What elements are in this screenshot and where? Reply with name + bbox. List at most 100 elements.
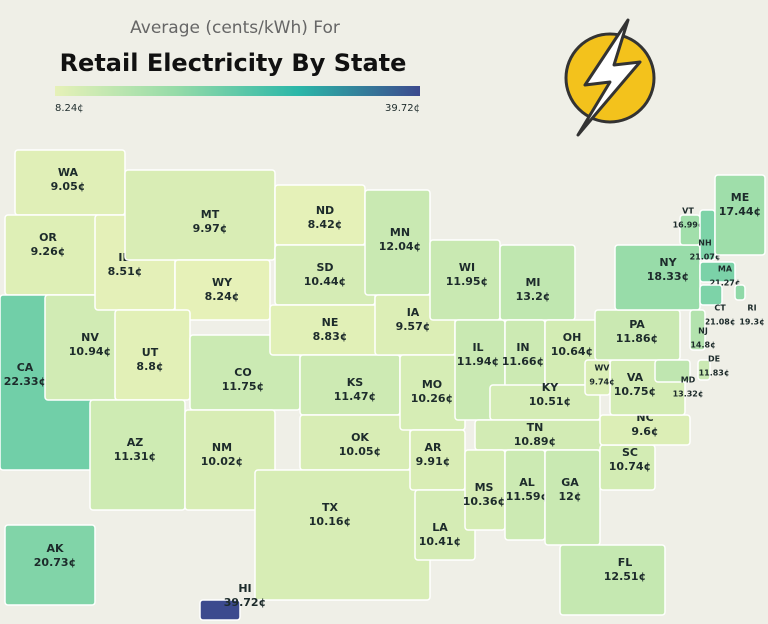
- state-code: HI: [238, 582, 251, 595]
- state-code: MS: [475, 481, 494, 494]
- state-code: CT: [714, 304, 726, 313]
- legend-bar: [55, 86, 420, 96]
- state-value: 13.2¢: [516, 290, 551, 303]
- state-value: 8.51¢: [108, 265, 143, 278]
- state-code: NY: [659, 256, 677, 269]
- state-code: MN: [390, 226, 410, 239]
- state-value: 9.74¢: [589, 378, 614, 387]
- state-value: 17.44¢: [719, 205, 761, 218]
- state-value: 9.97¢: [193, 222, 228, 235]
- state-code: GA: [561, 476, 579, 489]
- state-code: MT: [201, 208, 220, 221]
- state-code: KS: [347, 376, 364, 389]
- state-shape: [734, 284, 746, 301]
- state-value: 9.6¢: [631, 425, 658, 438]
- state-code: OR: [39, 231, 57, 244]
- state-code: OH: [563, 331, 582, 344]
- state-code: WI: [459, 261, 475, 274]
- state-shape: [714, 174, 766, 256]
- state-code: TX: [322, 501, 339, 514]
- state-value: 20.73¢: [34, 556, 76, 569]
- state-value: 8.8¢: [136, 360, 163, 373]
- state-value: 10.75¢: [614, 385, 656, 398]
- state-code: IA: [407, 306, 420, 319]
- state-shape: [689, 309, 706, 351]
- state-code: MA: [718, 265, 733, 274]
- state-value: 10.89¢: [514, 435, 556, 448]
- state-value: 9.91¢: [416, 455, 451, 468]
- state-value: 10.41¢: [419, 535, 461, 548]
- state-value: 10.64¢: [551, 345, 593, 358]
- state-value: 12¢: [559, 490, 582, 503]
- state-shape: [199, 599, 241, 621]
- state-code: TN: [527, 421, 544, 434]
- state-value: 10.36¢: [463, 495, 505, 508]
- state-code: VT: [682, 207, 694, 216]
- subtitle: Average (cents/kWh) For: [130, 18, 340, 38]
- state-code: LA: [432, 521, 448, 534]
- state-value: 21.27¢: [710, 279, 741, 288]
- state-value: 10.05¢: [339, 445, 381, 458]
- state-code: MD: [681, 376, 696, 385]
- state-code: OK: [351, 431, 369, 444]
- state-value: 11.83¢: [699, 369, 730, 378]
- state-code: SC: [622, 446, 638, 459]
- state-code: AR: [425, 441, 443, 454]
- state-shape: [184, 409, 276, 511]
- state-value: 11.59¢: [506, 490, 548, 503]
- state-code: RI: [747, 304, 756, 313]
- state-value: 10.26¢: [411, 392, 453, 405]
- state-code: KY: [542, 381, 560, 394]
- state-code: VA: [627, 371, 644, 384]
- state-code: AL: [519, 476, 535, 489]
- state-shape: [679, 214, 701, 246]
- state-code: SD: [316, 261, 333, 274]
- state-code: NM: [212, 441, 232, 454]
- lightning-icon: [564, 18, 656, 137]
- state-code: WA: [58, 166, 79, 179]
- state-code: NV: [81, 331, 99, 344]
- state-shape: [697, 359, 711, 381]
- state-code: CA: [17, 361, 34, 374]
- state-code: FL: [618, 556, 633, 569]
- state-code: PA: [629, 318, 645, 331]
- state-value: 11.95¢: [446, 275, 488, 288]
- state-code: DE: [708, 355, 720, 364]
- state-code: NJ: [698, 327, 708, 336]
- state-code: MO: [422, 378, 442, 391]
- state-value: 10.44¢: [304, 275, 346, 288]
- state-value: 11.66¢: [502, 355, 544, 368]
- state-value: 9.26¢: [31, 245, 66, 258]
- state-code: CO: [234, 366, 251, 379]
- state-code: IN: [516, 341, 529, 354]
- state-value: 18.33¢: [647, 270, 689, 283]
- state-value: 39.72¢: [224, 596, 266, 609]
- state-value: 11.94¢: [457, 355, 499, 368]
- state-shape: [699, 261, 736, 283]
- state-value: 11.86¢: [616, 332, 658, 345]
- state-code: WV: [594, 364, 610, 373]
- state-value: 11.75¢: [222, 380, 264, 393]
- state-value: 8.83¢: [313, 330, 348, 343]
- state-value: 16.99¢: [673, 221, 704, 230]
- state-code: ND: [316, 204, 334, 217]
- state-value: 9.57¢: [396, 320, 431, 333]
- state-value: 12.51¢: [604, 570, 646, 583]
- states: WA9.05¢OR9.26¢CA22.33¢NV10.94¢ID8.51¢MT9…: [0, 149, 766, 621]
- state-value: 10.16¢: [309, 515, 351, 528]
- state-code: WY: [212, 276, 233, 289]
- state-value: 10.51¢: [529, 395, 571, 408]
- state-value: 8.24¢: [205, 290, 240, 303]
- state-shape: [4, 524, 96, 606]
- state-code: AK: [46, 542, 64, 555]
- legend-max-label: 39.72¢: [385, 103, 420, 114]
- state-value: 9.05¢: [51, 180, 86, 193]
- state-shape: [254, 469, 431, 601]
- state-value: 10.02¢: [201, 455, 243, 468]
- state-code: MI: [525, 276, 540, 289]
- state-value: 21.08¢: [705, 318, 736, 327]
- state-value: 22.33¢: [4, 375, 46, 388]
- state-code: NE: [322, 316, 339, 329]
- state-value: 12.04¢: [379, 240, 421, 253]
